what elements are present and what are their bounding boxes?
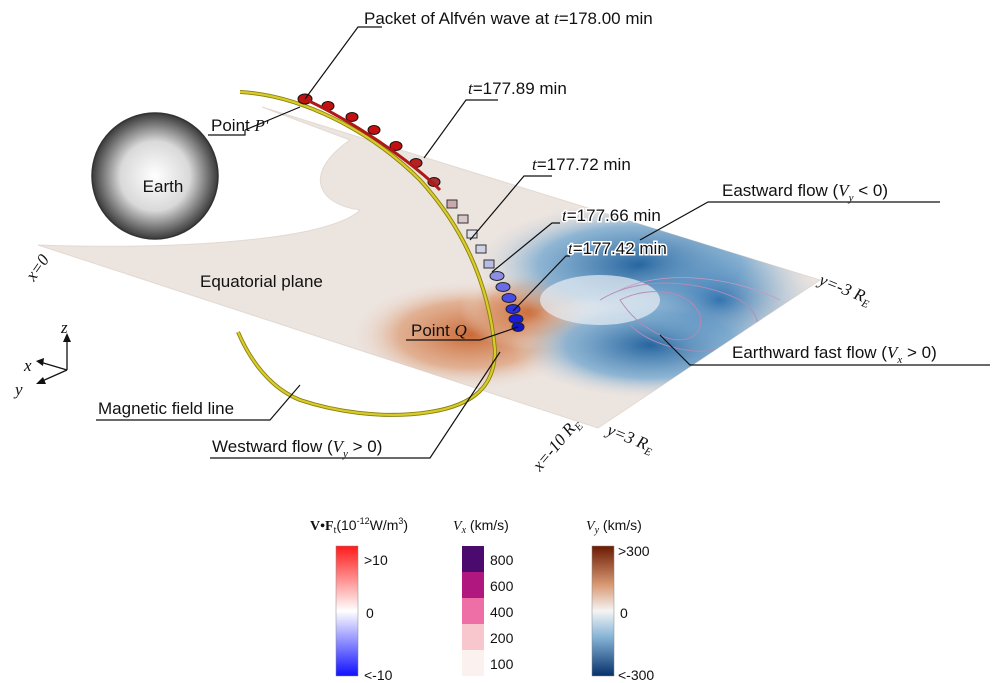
axis-label-x0: x=0 <box>21 250 53 285</box>
colorbar-vx-tick-800: 800 <box>490 552 514 568</box>
colorbar-vf-title: V•Ft(10-12W/m3) <box>310 516 408 536</box>
colorbar-vx-tick-200: 200 <box>490 630 514 646</box>
colorbar-vy-tick-zero: 0 <box>620 605 628 621</box>
eastward-flow-label: Eastward flow (Vy < 0) <box>722 181 888 204</box>
field-line-label: Magnetic field line <box>98 399 234 418</box>
leader-lines <box>96 26 990 459</box>
axis-label-x-10: x=-10 RE <box>528 414 586 477</box>
colorbar-vx-tick-400: 400 <box>490 604 514 620</box>
colorbar-vy: Vy (km/s) >300 0 <-300 <box>586 517 654 683</box>
colorbar-vx-tick-600: 600 <box>490 578 514 594</box>
colorbar-vx-tick-100: 100 <box>490 656 514 672</box>
colorbar-vf-tick-max: >10 <box>364 552 388 568</box>
svg-text:y=3 RE: y=3 RE <box>602 419 658 459</box>
axis-label-y3: y=3 RE <box>602 419 658 459</box>
point-p-label: Point P' <box>211 116 269 135</box>
colorbar-vf: V•Ft(10-12W/m3) >10 0 <-10 <box>310 516 408 683</box>
packet-pale <box>446 199 495 269</box>
alfven-wave-packets <box>297 93 525 332</box>
colorbar-vf-tick-min: <-10 <box>364 667 393 683</box>
earth: Earth <box>91 112 219 240</box>
axis-label-y-3: y=-3 RE <box>814 269 875 311</box>
time-label-177-89: t=177.89 min <box>468 79 567 98</box>
time-label-177-42: t=177.42 min <box>568 239 667 258</box>
colorbar-vx: Vx (km/s) 800 600 400 200 100 <box>453 517 514 676</box>
packet-blue <box>489 271 525 332</box>
colorbar-vy-tick-max: >300 <box>618 543 650 559</box>
time-label-177-72: t=177.72 min <box>532 155 631 174</box>
westward-flow-label: Westward flow (Vy > 0) <box>212 437 382 460</box>
colorbar-vy-title: Vy (km/s) <box>586 517 642 536</box>
colorbar-vy-tick-min: <-300 <box>618 667 654 683</box>
svg-text:x=-10 RE: x=-10 RE <box>528 414 586 477</box>
colorbar-vf-tick-zero: 0 <box>366 605 374 621</box>
earthward-flow-label: Earthward fast flow (Vx > 0) <box>732 343 937 366</box>
svg-text:x: x <box>23 356 32 375</box>
svg-text:y: y <box>13 380 23 399</box>
svg-text:y=-3 RE: y=-3 RE <box>814 269 875 311</box>
packet-red <box>297 93 442 192</box>
svg-text:z: z <box>60 318 68 337</box>
coordinate-triad: z x y <box>13 318 71 399</box>
equatorial-plane-label: Equatorial plane <box>200 272 323 291</box>
earth-label: Earth <box>143 177 184 196</box>
packet-annotation: Packet of Alfvén wave at t=178.00 min <box>364 9 653 28</box>
colorbar-vx-title: Vx (km/s) <box>453 517 509 536</box>
magnetic-field-line <box>236 90 498 417</box>
time-label-177-66: t=177.66 min <box>562 206 661 225</box>
point-q-label: Point Q <box>411 321 467 340</box>
